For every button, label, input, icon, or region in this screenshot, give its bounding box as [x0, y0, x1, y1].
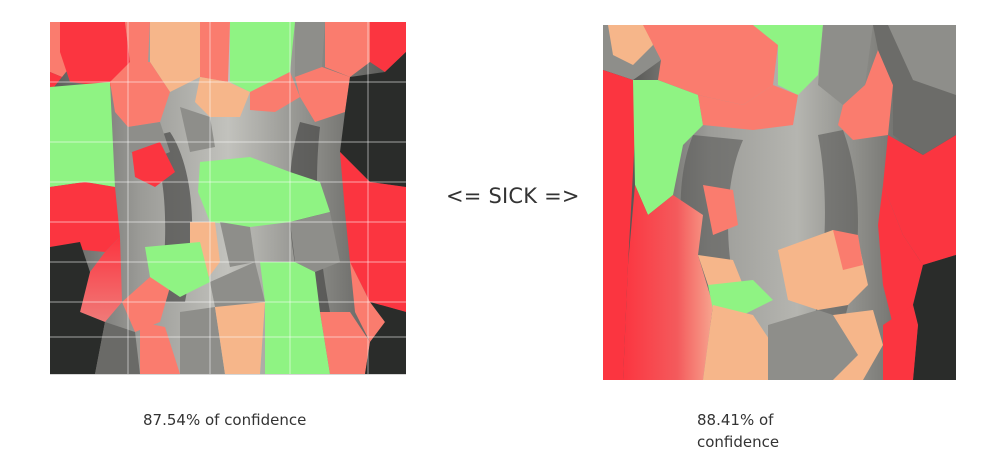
right-xray-heatmap-image: [603, 25, 956, 380]
diagnosis-label: <= SICK =>: [446, 184, 580, 208]
left-xray-heatmap: [50, 22, 406, 375]
left-xray-heatmap-image: [50, 22, 406, 374]
right-xray-heatmap: [603, 25, 956, 380]
right-confidence-caption: 88.41% of confidence: [697, 411, 780, 451]
left-confidence-caption: 87.54% of confidence: [143, 411, 307, 429]
